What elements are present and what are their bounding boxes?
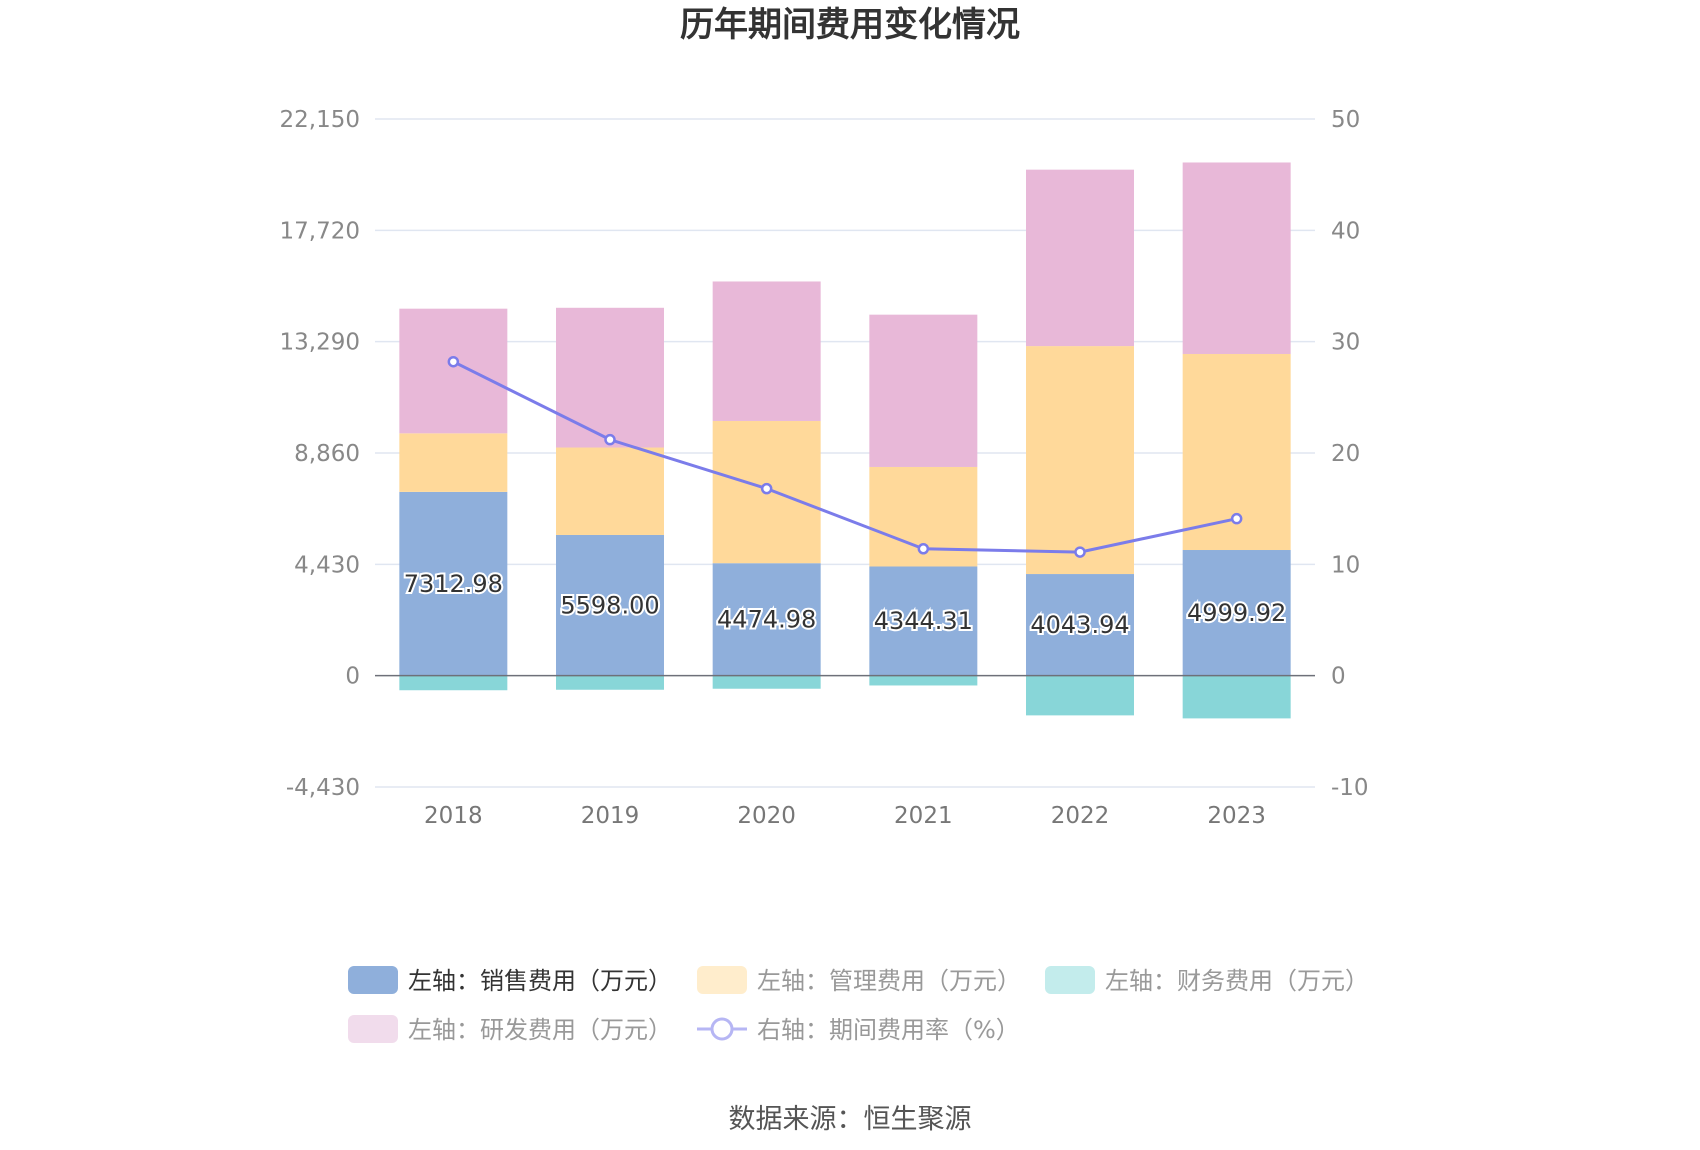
right-tick-label: 30 <box>1331 330 1360 356</box>
legend-line-marker <box>710 1017 734 1041</box>
rnd-bar <box>556 307 664 448</box>
x-tick-label: 2020 <box>737 803 796 829</box>
left-tick-label: 8,860 <box>294 441 360 467</box>
sales-value-label: 4474.98 <box>717 605 816 633</box>
x-tick-label: 2019 <box>581 803 640 829</box>
right-tick-label: 50 <box>1331 107 1360 133</box>
left-tick-label: 13,290 <box>280 330 360 356</box>
right-tick-label: 40 <box>1331 218 1360 244</box>
sales-bar <box>556 534 664 676</box>
data-source: 数据来源：恒生聚源 <box>729 1104 972 1135</box>
rate-point <box>447 355 460 368</box>
right-tick-label: 0 <box>1331 664 1346 690</box>
rate-line <box>452 360 1237 554</box>
rnd-bar <box>1026 169 1134 347</box>
left-tick-label: -4,430 <box>286 775 360 801</box>
sales-value-label: 4043.94 <box>1030 611 1129 639</box>
finance-bar <box>1182 675 1291 719</box>
x-axis: 2018 2019 2020 2021 2022 2023 <box>424 803 1266 829</box>
right-tick-label: 10 <box>1331 552 1360 578</box>
rate-point <box>604 433 616 446</box>
rnd-bar <box>399 308 508 434</box>
admin-bar <box>556 447 664 535</box>
legend-item[interactable]: 左轴：管理费用（万元） <box>697 966 1021 995</box>
legend-swatch <box>1045 966 1095 994</box>
right-tick-label: -10 <box>1331 775 1369 801</box>
rate-point <box>1074 546 1086 558</box>
grid-lines <box>375 118 1315 788</box>
legend-label: 左轴：研发费用（万元） <box>408 1016 672 1044</box>
sales-bar <box>1026 574 1134 676</box>
rate-point <box>760 482 773 495</box>
right-axis: 50 40 30 20 10 0 -10 <box>1331 107 1369 801</box>
left-tick-label: 4,430 <box>294 552 360 578</box>
chart-title: 历年期间费用变化情况 <box>680 5 1020 45</box>
left-axis: 22,150 17,720 13,290 8,860 4,430 0 -4,430 <box>280 107 360 801</box>
legend-swatch <box>697 966 747 994</box>
finance-bar <box>1026 675 1134 716</box>
admin-bar <box>1026 346 1134 575</box>
sales-value-label: 5598.00 <box>560 591 659 619</box>
bar-series <box>399 162 1291 719</box>
legend-label: 左轴：销售费用（万元） <box>408 967 672 995</box>
left-tick-label: 22,150 <box>280 107 360 133</box>
rnd-bar <box>712 281 821 421</box>
left-tick-label: 0 <box>345 664 360 690</box>
legend-label: 右轴：期间费用率（%） <box>757 1016 1020 1044</box>
legend-swatch <box>348 966 398 994</box>
x-tick-label: 2018 <box>424 803 483 829</box>
sales-value-label: 4344.31 <box>874 607 973 635</box>
left-tick-label: 17,720 <box>280 218 360 244</box>
legend-item[interactable]: 左轴：财务费用（万元） <box>1045 966 1369 995</box>
sales-bar <box>712 563 821 676</box>
sales-data-labels: 7312.98 5598.00 4474.98 4344.31 4043.94 4999.… <box>402 568 1289 641</box>
x-tick-label: 2022 <box>1051 803 1110 829</box>
rate-point <box>917 542 930 555</box>
legend[interactable]: 左轴：销售费用（万元） 左轴：管理费用（万元） 左轴：财务费用（万元） 左轴：研发费用… <box>348 966 1369 1044</box>
sales-bar <box>399 491 508 676</box>
rnd-bar <box>1182 162 1291 354</box>
legend-label: 左轴：管理费用（万元） <box>757 967 1021 995</box>
rnd-bar <box>869 314 978 467</box>
legend-label: 左轴：财务费用（万元） <box>1105 967 1369 995</box>
sales-bar <box>869 566 978 676</box>
sales-value-label: 4999.92 <box>1187 599 1286 627</box>
finance-bar <box>556 675 664 690</box>
admin-bar <box>399 433 508 492</box>
legend-item[interactable]: 右轴：期间费用率（%） <box>697 1016 1020 1044</box>
sales-value-label: 7312.98 <box>404 570 503 598</box>
x-tick-label: 2023 <box>1207 803 1266 829</box>
right-tick-label: 20 <box>1331 441 1360 467</box>
finance-bar <box>869 675 978 686</box>
x-tick-label: 2021 <box>894 803 953 829</box>
legend-swatch <box>348 1015 398 1043</box>
finance-bar <box>399 675 508 691</box>
sales-bar <box>1182 550 1291 676</box>
legend-item[interactable]: 左轴：研发费用（万元） <box>348 1015 672 1044</box>
rate-line-series <box>447 355 1243 558</box>
finance-bar <box>712 675 821 689</box>
legend-item[interactable]: 左轴：销售费用（万元） <box>348 966 672 995</box>
rate-point <box>1230 512 1243 525</box>
